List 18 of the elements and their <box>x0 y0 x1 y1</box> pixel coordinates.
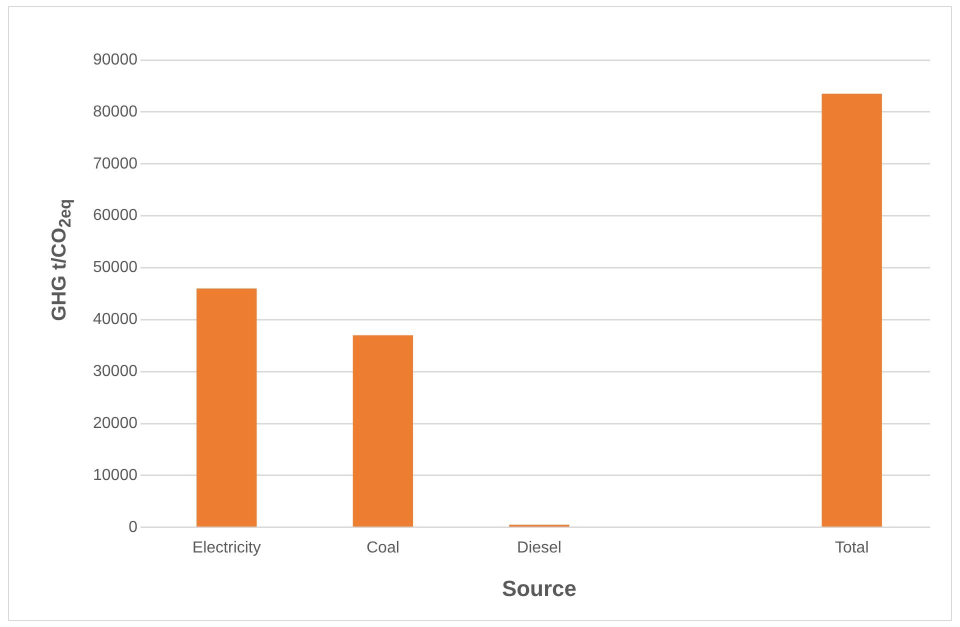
y-tick-label: 50000 <box>92 259 138 276</box>
y-tick-label: 80000 <box>92 103 138 120</box>
y-tick-label: 60000 <box>92 207 138 224</box>
y-tick-label: 0 <box>128 518 138 536</box>
x-tick-label: Diesel <box>517 539 562 556</box>
y-tick-label: 90000 <box>92 51 138 68</box>
x-tick-label: Coal <box>366 539 400 556</box>
x-axis-title: Source <box>502 576 577 601</box>
y-tick-label: 70000 <box>92 155 138 172</box>
y-tick-label: 40000 <box>92 311 138 328</box>
bar <box>822 94 882 527</box>
bar <box>196 288 257 527</box>
y-tick-label: 30000 <box>92 363 138 380</box>
bar <box>352 335 414 527</box>
y-tick-label: 10000 <box>92 466 138 484</box>
y-tick-label: 20000 <box>92 414 138 432</box>
x-tick-label: Total <box>834 539 869 556</box>
x-tick-label: Electricity <box>192 539 261 556</box>
